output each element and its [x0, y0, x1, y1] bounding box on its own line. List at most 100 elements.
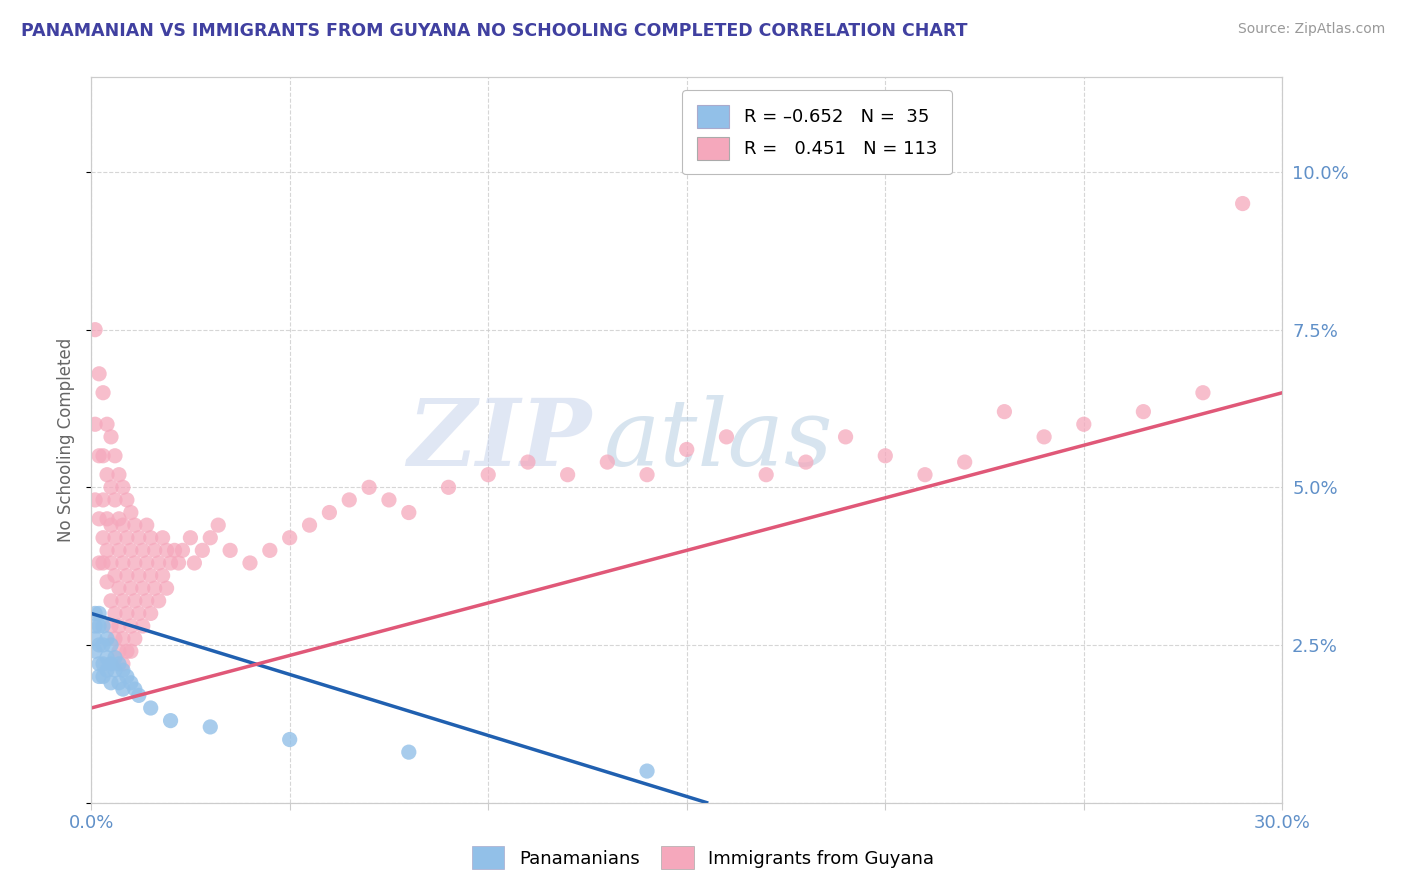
Point	[111, 663, 134, 677]
Point	[1232, 196, 1254, 211]
Point	[100, 480, 122, 494]
Point	[108, 619, 131, 633]
Point	[148, 594, 170, 608]
Point	[104, 531, 127, 545]
Point	[100, 594, 122, 608]
Point	[104, 449, 127, 463]
Point	[143, 581, 166, 595]
Point	[155, 543, 177, 558]
Y-axis label: No Schooling Completed: No Schooling Completed	[58, 338, 75, 542]
Point	[87, 512, 110, 526]
Point	[96, 512, 118, 526]
Point	[200, 720, 222, 734]
Point	[108, 657, 131, 671]
Point	[953, 455, 976, 469]
Point	[159, 714, 181, 728]
Point	[87, 669, 110, 683]
Point	[87, 607, 110, 621]
Point	[124, 556, 146, 570]
Text: ZIP: ZIP	[408, 395, 592, 485]
Point	[108, 467, 131, 482]
Point	[124, 518, 146, 533]
Point	[111, 556, 134, 570]
Point	[636, 467, 658, 482]
Point	[96, 543, 118, 558]
Point	[378, 492, 401, 507]
Point	[636, 764, 658, 778]
Point	[91, 385, 114, 400]
Point	[128, 568, 150, 582]
Point	[100, 675, 122, 690]
Point	[108, 543, 131, 558]
Point	[100, 657, 122, 671]
Point	[91, 531, 114, 545]
Point	[219, 543, 242, 558]
Point	[278, 531, 301, 545]
Point	[716, 430, 738, 444]
Point	[993, 404, 1015, 418]
Point	[124, 632, 146, 646]
Point	[84, 323, 107, 337]
Point	[298, 518, 321, 533]
Point	[100, 638, 122, 652]
Point	[337, 492, 360, 507]
Point	[100, 518, 122, 533]
Text: Source: ZipAtlas.com: Source: ZipAtlas.com	[1237, 22, 1385, 37]
Point	[111, 480, 134, 494]
Point	[115, 492, 138, 507]
Point	[398, 745, 420, 759]
Point	[96, 467, 118, 482]
Point	[120, 675, 142, 690]
Point	[128, 689, 150, 703]
Point	[152, 531, 174, 545]
Point	[155, 581, 177, 595]
Point	[91, 669, 114, 683]
Point	[172, 543, 194, 558]
Point	[115, 644, 138, 658]
Point	[91, 492, 114, 507]
Point	[128, 531, 150, 545]
Point	[115, 568, 138, 582]
Point	[124, 594, 146, 608]
Point	[159, 556, 181, 570]
Point	[120, 644, 142, 658]
Point	[1033, 430, 1056, 444]
Legend: R = –0.652   N =  35, R =   0.451   N = 113: R = –0.652 N = 35, R = 0.451 N = 113	[682, 90, 952, 175]
Point	[167, 556, 190, 570]
Point	[128, 607, 150, 621]
Point	[87, 367, 110, 381]
Point	[91, 638, 114, 652]
Point	[100, 556, 122, 570]
Point	[278, 732, 301, 747]
Point	[359, 480, 381, 494]
Point	[91, 657, 114, 671]
Point	[84, 417, 107, 432]
Point	[104, 492, 127, 507]
Point	[84, 492, 107, 507]
Point	[132, 619, 155, 633]
Point	[111, 594, 134, 608]
Point	[139, 607, 162, 621]
Point	[87, 657, 110, 671]
Point	[96, 650, 118, 665]
Point	[207, 518, 229, 533]
Point	[96, 574, 118, 589]
Text: atlas: atlas	[603, 395, 832, 485]
Point	[96, 663, 118, 677]
Point	[120, 619, 142, 633]
Point	[104, 632, 127, 646]
Point	[84, 619, 107, 633]
Point	[139, 701, 162, 715]
Point	[96, 632, 118, 646]
Point	[132, 543, 155, 558]
Point	[87, 556, 110, 570]
Point	[124, 682, 146, 697]
Point	[183, 556, 205, 570]
Point	[191, 543, 214, 558]
Point	[834, 430, 856, 444]
Point	[143, 543, 166, 558]
Point	[139, 568, 162, 582]
Point	[132, 581, 155, 595]
Point	[96, 417, 118, 432]
Point	[875, 449, 897, 463]
